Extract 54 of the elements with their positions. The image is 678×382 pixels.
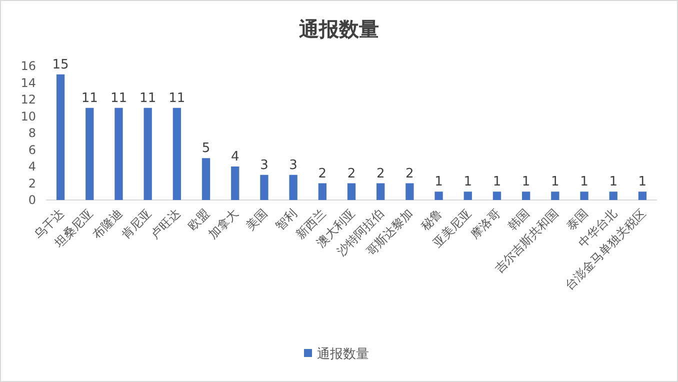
y-tick-label: 4: [28, 160, 36, 174]
bar: [406, 183, 414, 200]
data-label: 11: [140, 90, 156, 106]
y-tick-label: 0: [28, 193, 36, 207]
data-label: 1: [551, 174, 560, 190]
bar: [231, 166, 240, 200]
data-label: 1: [464, 174, 472, 190]
data-label: 2: [347, 166, 356, 182]
data-label: 1: [522, 174, 530, 190]
data-label: 3: [289, 158, 298, 173]
data-label: 5: [202, 141, 210, 156]
data-label: 1: [434, 174, 443, 190]
data-label: 4: [230, 150, 240, 164]
bar: [260, 174, 268, 200]
y-tick-label: 12: [20, 92, 36, 106]
data-label: 11: [81, 90, 98, 106]
x-tick-label: 美国: [243, 206, 270, 234]
bar: [376, 183, 385, 200]
data-label: 2: [406, 166, 414, 182]
bar: [86, 108, 94, 200]
y-tick-label: 14: [20, 76, 36, 90]
y-tick-label: 16: [20, 59, 36, 73]
y-tick-label: 10: [20, 109, 36, 124]
chart-title: 通报数量: [298, 17, 379, 41]
bar: [551, 192, 560, 200]
y-tick-label: 8: [28, 126, 36, 140]
bar: [114, 108, 123, 200]
bar: [492, 192, 502, 200]
legend-label: 通报数量: [317, 347, 369, 362]
data-label: 15: [52, 57, 69, 72]
data-label: 11: [110, 90, 128, 106]
data-label: 11: [168, 90, 186, 106]
bar: [638, 192, 647, 200]
bar: [289, 174, 298, 200]
data-label: 2: [376, 166, 385, 182]
data-label: 1: [638, 174, 647, 190]
bar: [202, 158, 210, 200]
data-label: 2: [318, 166, 327, 182]
bar: [434, 192, 443, 200]
bar: [144, 108, 152, 200]
data-label: 1: [609, 174, 618, 190]
bar: [464, 192, 472, 200]
data-label: 1: [492, 174, 502, 190]
bar: [56, 74, 65, 200]
y-tick-label: 2: [28, 176, 36, 190]
bar: [609, 192, 618, 200]
bar: [580, 192, 588, 200]
y-tick-label: 6: [28, 142, 36, 157]
bar: [318, 183, 326, 200]
data-label: 1: [580, 174, 588, 190]
bar: [172, 108, 181, 200]
bar: [522, 192, 530, 200]
data-label: 3: [260, 158, 268, 173]
bar: [347, 183, 356, 200]
